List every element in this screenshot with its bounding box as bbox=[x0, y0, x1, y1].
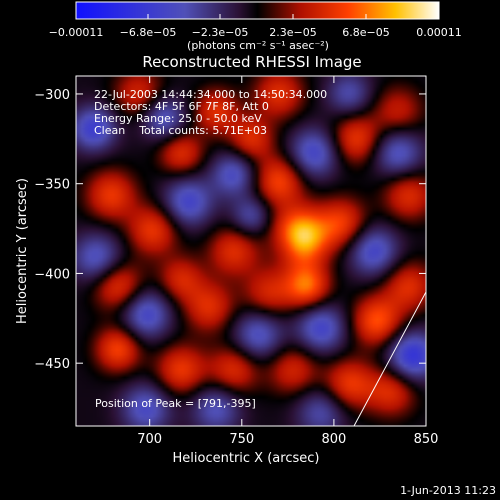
annotation-block: 22-Jul-2003 14:44:34.000 to 14:50:34.000… bbox=[94, 88, 327, 137]
colorbar-tick-label: −0.00011 bbox=[49, 26, 104, 39]
colorbar-tick-label: −2.3e−05 bbox=[192, 26, 249, 39]
annotation-peak-position: Position of Peak = [791,-395] bbox=[95, 397, 256, 410]
chart-title: Reconstructed RHESSI Image bbox=[142, 53, 361, 71]
x-tick-label: 750 bbox=[229, 432, 254, 447]
y-axis-label: Heliocentric Y (arcsec) bbox=[15, 178, 30, 324]
plot-frame bbox=[75, 75, 427, 427]
colorbar-tick-label: −6.8e−05 bbox=[120, 26, 177, 39]
y-axis-ticks: −450 −400 −350 −300 bbox=[34, 88, 426, 372]
y-tick-label: −450 bbox=[34, 357, 70, 372]
y-tick-label: −350 bbox=[34, 178, 70, 193]
colorbar-tick-label: 2.3e−05 bbox=[269, 26, 316, 39]
x-axis-label: Heliocentric X (arcsec) bbox=[173, 451, 320, 466]
solar-limb-line bbox=[353, 291, 426, 426]
x-tick-label: 850 bbox=[414, 432, 439, 447]
y-tick-label: −300 bbox=[34, 88, 70, 103]
x-tick-label: 700 bbox=[137, 432, 162, 447]
colorbar-units-label: (photons cm⁻² s⁻¹ asec⁻²) bbox=[187, 39, 329, 52]
annotation-energy-range: Energy Range: 25.0 - 50.0 keV bbox=[94, 112, 262, 125]
annotation-detectors: Detectors: 4F 5F 6F 7F 8F, Att 0 bbox=[94, 100, 269, 113]
colorbar-ticks: −0.00011 −6.8e−05 −2.3e−05 2.3e−05 6.8e−05 0.… bbox=[49, 14, 462, 39]
x-tick-label: 800 bbox=[321, 432, 346, 447]
x-axis-ticks: 700 750 800 850 bbox=[137, 76, 438, 447]
colorbar-tick-label: 0.00011 bbox=[416, 26, 462, 39]
timestamp: 1-Jun-2013 11:23 bbox=[400, 484, 496, 497]
y-tick-label: −400 bbox=[34, 267, 70, 282]
heatmap-image bbox=[76, 76, 426, 426]
colorbar bbox=[75, 1, 440, 20]
annotation-algorithm-counts: Clean Total counts: 5.71E+03 bbox=[94, 124, 267, 137]
annotation-time-range: 22-Jul-2003 14:44:34.000 to 14:50:34.000 bbox=[94, 88, 327, 101]
colorbar-tick-label: 6.8e−05 bbox=[342, 26, 389, 39]
